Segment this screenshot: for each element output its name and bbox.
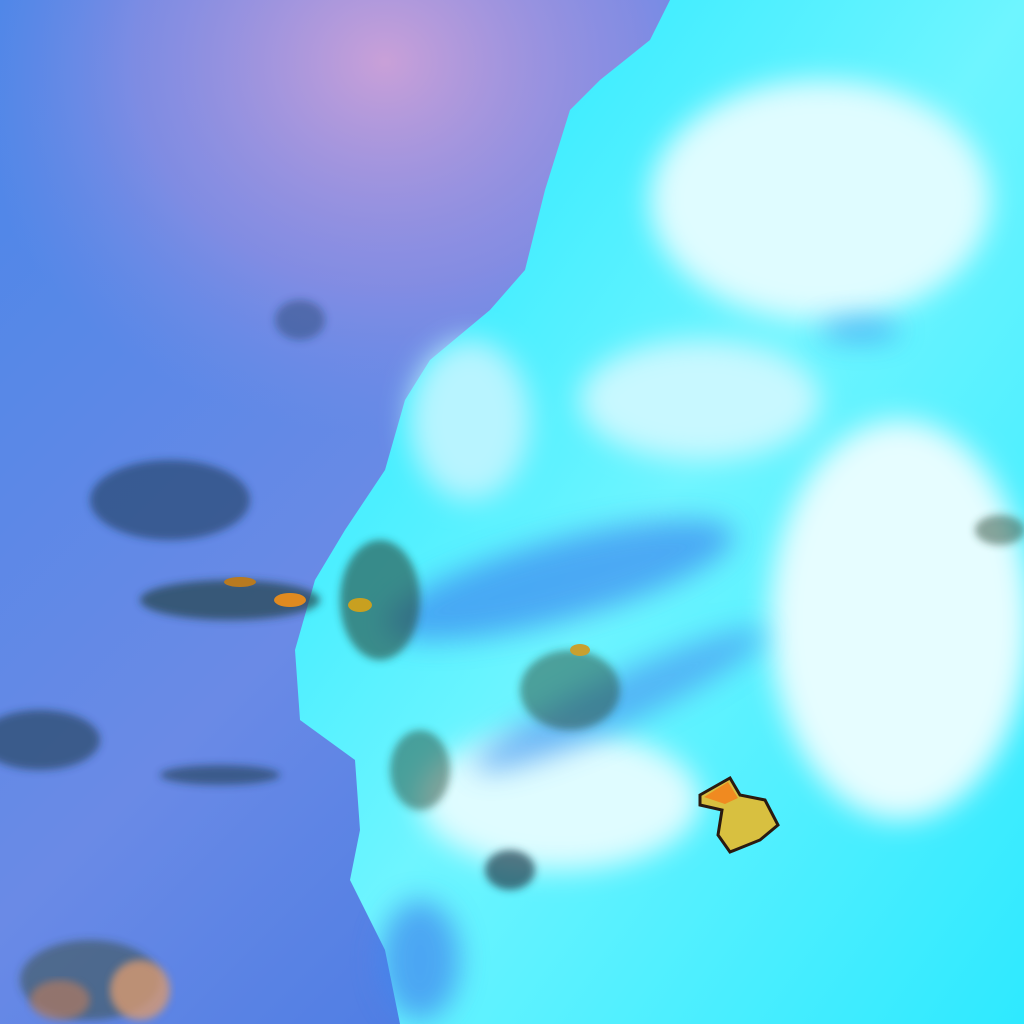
storm-tops <box>224 577 780 854</box>
blue-streaks <box>380 320 900 1020</box>
dark-cloud-clusters <box>0 300 1024 1020</box>
land-patches <box>30 960 170 1020</box>
